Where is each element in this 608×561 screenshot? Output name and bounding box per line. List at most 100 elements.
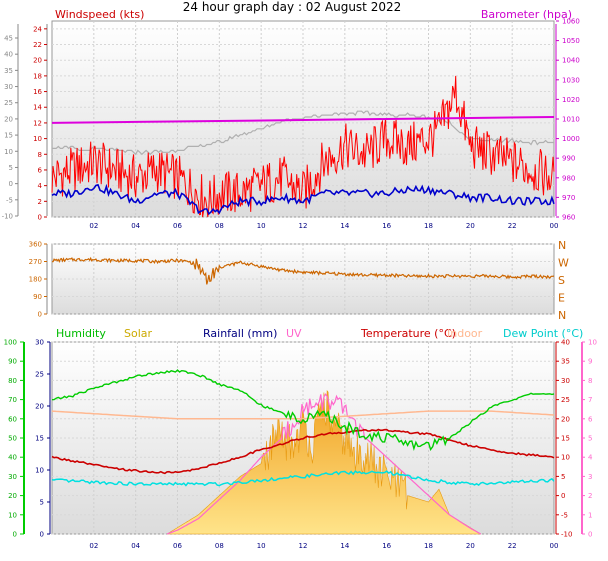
humidity-tick-label: 80	[8, 377, 17, 385]
temperature-tick-label: 15	[561, 435, 570, 443]
wind-speed-tick-label: 10	[33, 135, 42, 143]
humidity-tick-label: 30	[8, 473, 17, 481]
hour-tick-label: 08	[215, 222, 224, 230]
rainfall-tick-label: 0	[40, 531, 44, 539]
temperature-tick-label: 40	[561, 339, 570, 347]
uv-tick-label: 8	[588, 377, 592, 385]
barometer-tick-label: 1060	[562, 18, 580, 26]
outer-speed-tick-label: 15	[4, 132, 13, 140]
hour-tick-label: 14	[340, 542, 349, 550]
barometer-tick-label: 1030	[562, 76, 580, 84]
solar-legend: Solar	[124, 327, 153, 340]
barometer-tick-label: 960	[562, 214, 575, 222]
wind-speed-tick-label: 6	[38, 166, 43, 174]
outer-speed-tick-label: 5	[9, 164, 13, 172]
temperature-tick-label: 0	[561, 492, 565, 500]
wind-speed-tick-label: 0	[38, 214, 42, 222]
wind-speed-tick-label: 14	[33, 104, 42, 112]
temperature-line	[51, 428, 555, 475]
outer-speed-tick-label: 30	[4, 83, 13, 91]
direction-tick-label: 360	[29, 241, 42, 249]
wind-speed-tick-label: 16	[33, 88, 42, 96]
hour-tick-label: 00	[550, 222, 559, 230]
humidity-tick-label: 40	[8, 454, 17, 462]
direction-plot-area	[51, 243, 555, 315]
indoor-temperature-line	[51, 410, 555, 420]
compass-label: S	[558, 274, 565, 287]
wind-speed-tick-label: 2	[38, 198, 42, 206]
hour-tick-label: 00	[550, 542, 559, 550]
wind-direction-line	[52, 256, 555, 285]
barometer-axis-label: Barometer (hpa)	[481, 8, 572, 21]
temperature-tick-label: 25	[561, 396, 570, 404]
chart-title: 24 hour graph day : 02 August 2022	[183, 0, 402, 14]
wind-panel: Windspeed (kts) Barometer (hpa) -10 -5 0 5 1…	[2, 8, 580, 230]
windspeed-axis-label: Windspeed (kts)	[55, 8, 144, 21]
temperature-tick-label: -10	[561, 531, 572, 539]
rainfall-legend: Rainfall (mm)	[203, 327, 277, 340]
humidity-tick-label: 20	[8, 492, 17, 500]
humidity-tick-label: 50	[8, 435, 17, 443]
humidity-tick-label: 0	[13, 531, 17, 539]
temperature-tick-label: 30	[561, 377, 570, 385]
compass-label: N	[558, 239, 566, 252]
hour-tick-label: 10	[257, 222, 266, 230]
humidity-legend: Humidity	[56, 327, 106, 340]
rainfall-tick-label: 20	[35, 403, 44, 411]
uv-tick-label: 3	[588, 473, 592, 481]
uv-tick-label: 1	[588, 511, 592, 519]
barometer-line	[51, 116, 555, 124]
wind-average-line	[51, 183, 555, 216]
barometer-tick-label: 1050	[562, 37, 580, 45]
uv-line	[166, 393, 482, 535]
temperature-tick-label: 5	[561, 473, 565, 481]
dew-point-legend: Dew Point (°C)	[503, 327, 583, 340]
wind-speed-tick-label: 18	[33, 72, 42, 80]
hour-tick-label: 04	[131, 222, 140, 230]
compass-label: W	[558, 257, 569, 270]
outer-speed-tick-label: -5	[6, 196, 13, 204]
humidity-tick-label: 60	[8, 415, 17, 423]
wind-speed-tick-label: 20	[33, 57, 42, 65]
hour-tick-label: 06	[173, 222, 182, 230]
outer-speed-tick-label: 35	[4, 67, 13, 75]
barometer-tick-label: 1020	[562, 96, 580, 104]
hour-tick-label: 20	[466, 222, 475, 230]
rainfall-tick-label: 10	[35, 467, 44, 475]
wind-speed-tick-label: 12	[33, 119, 42, 127]
hour-tick-label: 16	[382, 542, 391, 550]
uv-tick-label: 5	[588, 435, 592, 443]
uv-legend: UV	[286, 327, 302, 340]
outer-speed-tick-label: 25	[4, 99, 13, 107]
dew-point-line	[51, 470, 555, 487]
direction-tick-label: 0	[38, 311, 42, 319]
outer-speed-tick-label: 0	[9, 180, 13, 188]
hour-tick-label: 12	[299, 542, 308, 550]
humidity-tick-label: 70	[8, 396, 17, 404]
humidity-line	[51, 369, 555, 452]
hour-tick-label: 14	[340, 222, 349, 230]
hour-tick-label: 02	[89, 542, 98, 550]
temperature-tick-label: 20	[561, 415, 570, 423]
hour-tick-label: 02	[89, 222, 98, 230]
solar-area	[166, 390, 481, 535]
temperature-tick-label: 35	[561, 358, 570, 366]
compass-label: N	[558, 309, 566, 322]
wind-speed-tick-label: 4	[38, 182, 43, 190]
barometer-tick-label: 980	[562, 174, 575, 182]
hour-tick-label: 22	[508, 542, 517, 550]
hour-tick-label: 08	[215, 542, 224, 550]
indoor-legend: Indoor	[447, 327, 483, 340]
uv-tick-label: 7	[588, 396, 592, 404]
direction-tick-label: 180	[29, 276, 42, 284]
hour-tick-label: 12	[299, 222, 308, 230]
hour-tick-label: 10	[257, 542, 266, 550]
direction-tick-label: 270	[29, 258, 42, 266]
hour-tick-label: 16	[382, 222, 391, 230]
compass-label: E	[558, 292, 565, 305]
uv-tick-label: 9	[588, 358, 592, 366]
outer-speed-tick-label: 45	[4, 35, 13, 43]
rainfall-tick-label: 25	[35, 371, 44, 379]
